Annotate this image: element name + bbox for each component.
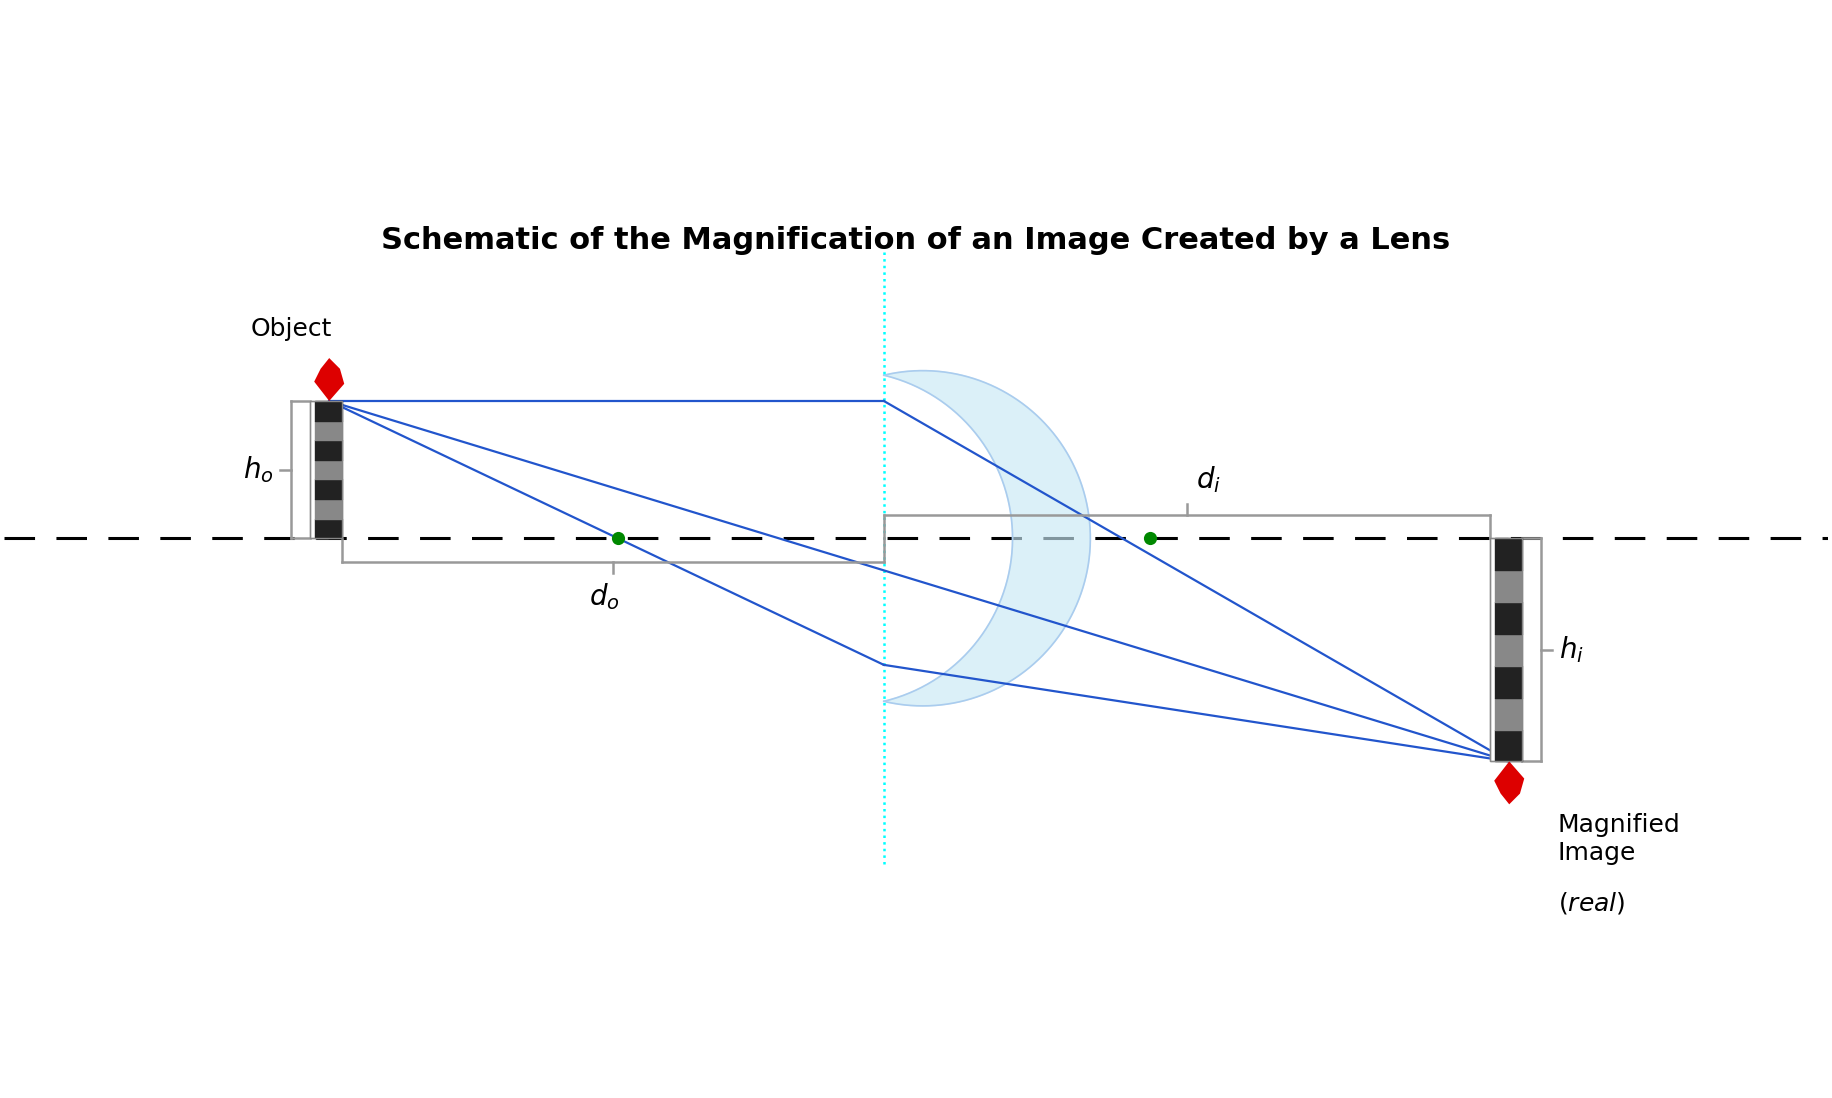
Point [1136,529,1165,547]
FancyBboxPatch shape [310,401,328,538]
Text: $d_i$: $d_i$ [1196,464,1220,495]
FancyBboxPatch shape [1489,538,1508,761]
Polygon shape [315,358,344,401]
Text: $d_o$: $d_o$ [590,581,619,612]
Text: $h_o$: $h_o$ [244,455,273,485]
Text: Magnified
Image: Magnified Image [1557,813,1680,865]
Text: Schematic of the Magnification of an Image Created by a Lens: Schematic of the Magnification of an Ima… [381,226,1451,255]
Text: $h_i$: $h_i$ [1559,635,1583,665]
Point [603,529,632,547]
Text: Object: Object [251,317,332,340]
Polygon shape [1495,761,1524,805]
Polygon shape [883,371,1090,706]
Text: $\it{(real)}$: $\it{(real)}$ [1557,890,1625,916]
